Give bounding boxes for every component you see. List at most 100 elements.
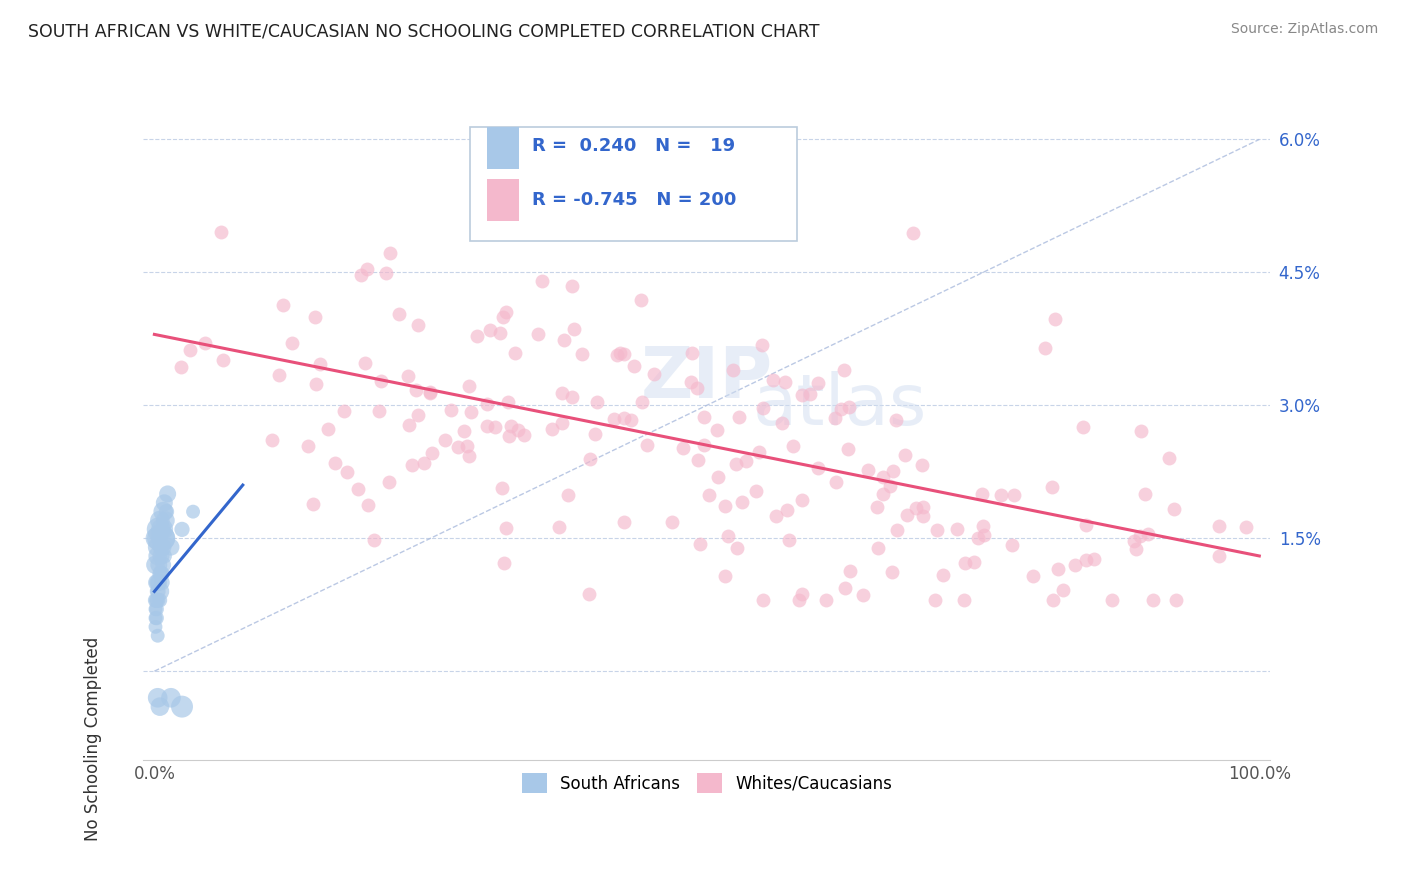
Point [146, 540, 169, 554]
Point [146, 549, 169, 563]
Point [1236, 520, 1258, 534]
Point [150, 531, 173, 545]
Point [149, 566, 172, 581]
Point [145, 531, 167, 545]
Point [765, 508, 787, 523]
Point [643, 367, 665, 381]
Point [302, 497, 325, 511]
Point [155, 514, 177, 528]
Point [1076, 518, 1098, 533]
Point [498, 429, 520, 443]
Point [636, 438, 658, 452]
Point [209, 225, 232, 239]
Point [419, 385, 441, 400]
Point [316, 422, 339, 436]
Point [145, 602, 167, 616]
Point [896, 508, 918, 522]
Point [1129, 424, 1152, 438]
Point [778, 533, 800, 548]
Point [551, 385, 574, 400]
Point [406, 409, 429, 423]
Point [728, 409, 751, 424]
Point [1052, 583, 1074, 598]
Point [953, 593, 976, 607]
FancyBboxPatch shape [486, 179, 519, 220]
Point [745, 484, 768, 499]
Point [149, 584, 172, 599]
Point [911, 458, 934, 472]
Point [145, 593, 167, 607]
Point [578, 452, 600, 467]
Point [807, 376, 830, 390]
Point [145, 620, 167, 634]
Point [872, 470, 894, 484]
Point [160, 540, 183, 554]
Point [706, 423, 728, 437]
Point [150, 566, 173, 581]
Point [825, 475, 848, 489]
Text: No Schooling Completed: No Schooling Completed [83, 637, 101, 841]
Text: R =  0.240   N =   19: R = 0.240 N = 19 [531, 137, 735, 155]
Point [467, 328, 489, 343]
Point [152, 505, 174, 519]
Point [585, 395, 607, 409]
Point [872, 487, 894, 501]
Point [631, 395, 654, 409]
Point [181, 505, 204, 519]
Point [1163, 501, 1185, 516]
Legend: South Africans, Whites/Caucasians: South Africans, Whites/Caucasians [515, 766, 898, 800]
Point [776, 502, 799, 516]
Point [148, 575, 170, 590]
Point [145, 611, 167, 625]
Point [1083, 552, 1105, 566]
Point [551, 416, 574, 430]
Point [967, 531, 990, 545]
Point [693, 438, 716, 452]
Point [815, 593, 838, 607]
Point [479, 323, 502, 337]
Point [354, 356, 377, 370]
Point [146, 575, 169, 590]
Point [924, 593, 946, 607]
Point [145, 593, 167, 607]
Point [148, 558, 170, 572]
Point [1002, 488, 1025, 502]
Point [332, 404, 354, 418]
Point [963, 555, 986, 569]
Point [406, 318, 429, 332]
Point [150, 566, 173, 581]
Point [150, 549, 173, 563]
Point [838, 401, 860, 415]
Point [747, 444, 769, 458]
Point [281, 335, 304, 350]
Point [1040, 480, 1063, 494]
Point [561, 390, 583, 404]
Point [145, 611, 167, 625]
Point [388, 308, 411, 322]
Point [357, 499, 380, 513]
Point [363, 533, 385, 547]
Point [496, 394, 519, 409]
Point [561, 279, 583, 293]
Point [714, 499, 737, 513]
Point [513, 428, 536, 442]
Point [1137, 526, 1160, 541]
Point [160, 690, 183, 705]
Point [456, 439, 478, 453]
Text: Source: ZipAtlas.com: Source: ZipAtlas.com [1230, 22, 1378, 37]
Point [932, 568, 955, 582]
Point [911, 500, 934, 515]
Point [146, 690, 169, 705]
Point [858, 462, 880, 476]
Point [884, 413, 907, 427]
Point [606, 348, 628, 362]
Point [609, 346, 631, 360]
Point [613, 515, 636, 529]
Point [886, 523, 908, 537]
Point [375, 266, 398, 280]
Point [262, 433, 284, 447]
Point [725, 457, 748, 471]
Point [751, 337, 773, 351]
Point [717, 529, 740, 543]
Point [541, 422, 564, 436]
